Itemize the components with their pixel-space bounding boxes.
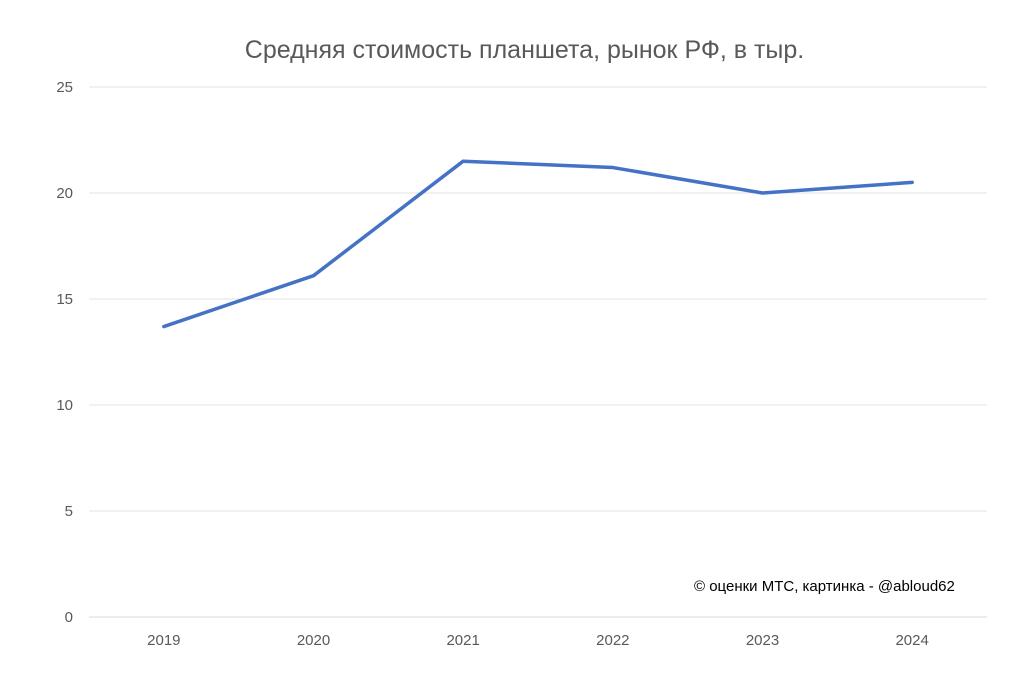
x-tick-label: 2023 [746,632,779,649]
x-tick-label: 2022 [596,632,629,649]
x-tick-label: 2020 [297,632,330,649]
y-tick-label: 15 [56,291,73,308]
x-tick-label: 2019 [147,632,180,649]
chart-title: Средняя стоимость планшета, рынок РФ, в … [244,36,805,64]
y-tick-label: 20 [56,185,73,202]
y-tick-label: 5 [65,503,73,520]
y-tick-label: 10 [56,397,73,414]
series-line [162,159,914,329]
y-tick-label: 25 [56,79,73,96]
x-tick-label: 2021 [446,632,479,649]
source-annotation: © оценки МТС, картинка - @abloud62 [694,578,955,595]
y-tick-label: 0 [65,609,73,626]
x-tick-label: 2024 [895,632,928,649]
